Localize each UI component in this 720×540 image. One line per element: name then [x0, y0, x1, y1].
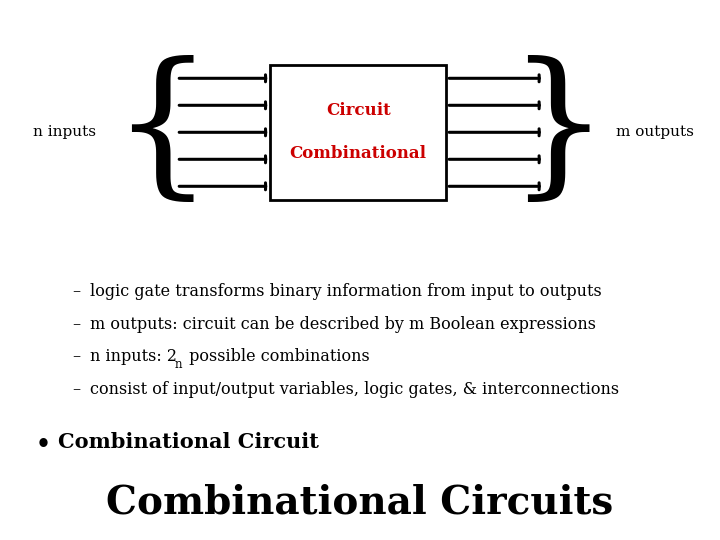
- Text: m outputs: m outputs: [616, 125, 694, 139]
- Text: Combinational: Combinational: [289, 145, 427, 163]
- Text: }: }: [508, 56, 608, 209]
- Text: {: {: [112, 56, 212, 209]
- Text: Combinational Circuits: Combinational Circuits: [107, 483, 613, 521]
- Text: •: •: [36, 432, 51, 456]
- Text: n inputs: n inputs: [33, 125, 96, 139]
- Text: Combinational Circuit: Combinational Circuit: [58, 432, 318, 452]
- Text: possible combinations: possible combinations: [184, 348, 369, 365]
- Text: –: –: [72, 316, 80, 333]
- FancyBboxPatch shape: [270, 65, 446, 200]
- Text: –: –: [72, 348, 80, 365]
- Text: logic gate transforms binary information from input to outputs: logic gate transforms binary information…: [90, 284, 602, 300]
- Text: –: –: [72, 381, 80, 397]
- Text: n: n: [174, 358, 181, 371]
- Text: m outputs: circuit can be described by m Boolean expressions: m outputs: circuit can be described by m…: [90, 316, 596, 333]
- Text: n inputs: 2: n inputs: 2: [90, 348, 177, 365]
- Text: Circuit: Circuit: [326, 102, 390, 119]
- Text: consist of input/output variables, logic gates, & interconnections: consist of input/output variables, logic…: [90, 381, 619, 397]
- Text: –: –: [72, 284, 80, 300]
